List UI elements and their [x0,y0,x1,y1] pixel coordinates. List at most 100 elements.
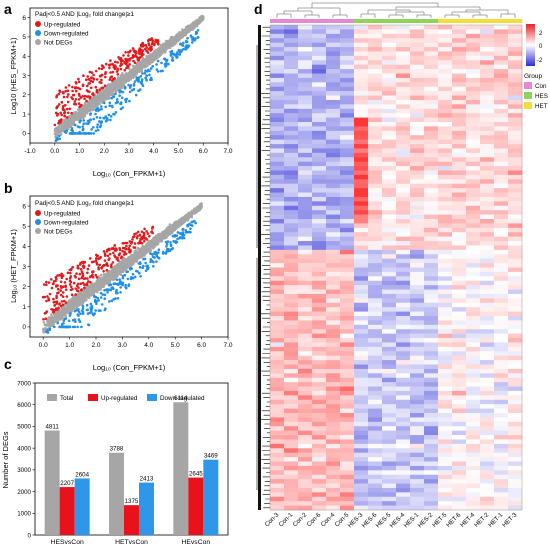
scatter-point [70,118,73,122]
scatter-point [87,121,91,124]
scatter-point [119,102,122,106]
y-tick-label: 2 [22,92,26,99]
scatter-point [87,95,90,98]
scatter-point [196,35,200,39]
scatter-point [65,129,68,133]
scatter-point [92,126,95,129]
scatter-point [71,121,74,124]
scatter-point [91,80,94,83]
scatter-point [149,49,153,52]
scatter-point [109,59,112,62]
scatter-point [104,115,108,118]
scatter-point [50,313,53,316]
x-tick-label: 2.0 [100,148,109,155]
scatter-point [63,126,66,130]
scatter-point [62,95,66,99]
scatter-point [94,108,97,111]
scatter-point [123,85,127,89]
scatter-point [62,92,65,95]
scatter-point [145,70,149,73]
scatter-point [100,105,103,108]
scatter-point [141,56,145,60]
scatter-point [106,83,110,87]
scatter-point [82,127,85,131]
scatter-point [109,71,112,74]
scatter-point [180,48,183,52]
scatter-point [191,41,194,44]
scatter-point [66,100,70,104]
scatter-point [124,72,128,75]
scatter-point [143,71,147,75]
y-tick-label: 5 [22,34,26,41]
scatter-point [108,104,111,107]
scatter-point [123,74,127,77]
panel-label-b: b [4,180,13,196]
scatter-point [128,90,132,94]
y-tick-label: 0 [22,131,26,138]
scatter-point [191,36,195,39]
scatter-point [189,27,192,31]
y-tick-label: 4 [22,54,26,61]
scatter-point [126,51,130,54]
scatter-point [87,106,91,110]
scatter-point [119,56,123,60]
scatter-point [98,102,101,106]
scatter-point [165,58,169,62]
scatter-point [94,85,98,89]
scatter-point [112,95,116,98]
scatter-point [110,79,114,82]
scatter-point [115,87,119,90]
scatter-point [109,84,113,87]
scatter-point [128,99,131,103]
scatter-point [145,63,149,67]
scatter-point [100,73,104,77]
legend-label-not-a: Not DEGs [44,40,72,47]
scatter-panel-b: Padj<0.5 AND |Log₂ fold change|≥1 Up-reg… [9,195,233,372]
scatter-point [89,118,92,121]
scatter-point [72,118,76,121]
scatter-point [91,100,94,103]
x-tick-label: 5.0 [174,148,183,155]
scatter-point [131,54,135,57]
scatter-point [116,73,120,76]
panel-label-a: a [4,1,12,17]
scatter-point [71,89,74,93]
scatter-point [131,47,135,50]
scatter-point [75,82,78,85]
scatter-point [163,57,167,61]
scatter-point [63,124,67,127]
scatter-point [67,84,71,87]
scatter-point [171,59,175,62]
scatter-point [171,56,174,59]
scatter-point [76,111,80,115]
scatter-point [71,129,74,132]
scatter-point [178,53,182,56]
scatter-point [124,51,127,54]
scatter-points-a [53,14,205,142]
scatter-point [197,20,201,23]
scatter-point [114,65,117,68]
scatter-point [108,78,112,81]
scatter-point [114,101,118,105]
scatter-point [79,119,82,122]
scatter-point [85,89,89,92]
scatter-point [149,45,153,48]
scatter-point [98,88,101,92]
scatter-point [73,111,76,114]
scatter-point [88,70,92,74]
scatter-point [77,102,81,105]
scatter-point [55,95,58,99]
scatter-point [78,132,81,135]
scatter-point [189,34,193,37]
legend-label-up-a: Up-regulated [44,22,81,29]
scatter-point [83,94,87,98]
legend-marker-not-a [35,39,41,45]
scatter-point [123,68,127,72]
scatter-point [196,29,200,32]
scatter-point [124,81,127,84]
scatter-point [182,41,185,45]
scatter-point [89,86,93,90]
scatter-point [108,86,111,89]
scatter-point [128,74,131,78]
